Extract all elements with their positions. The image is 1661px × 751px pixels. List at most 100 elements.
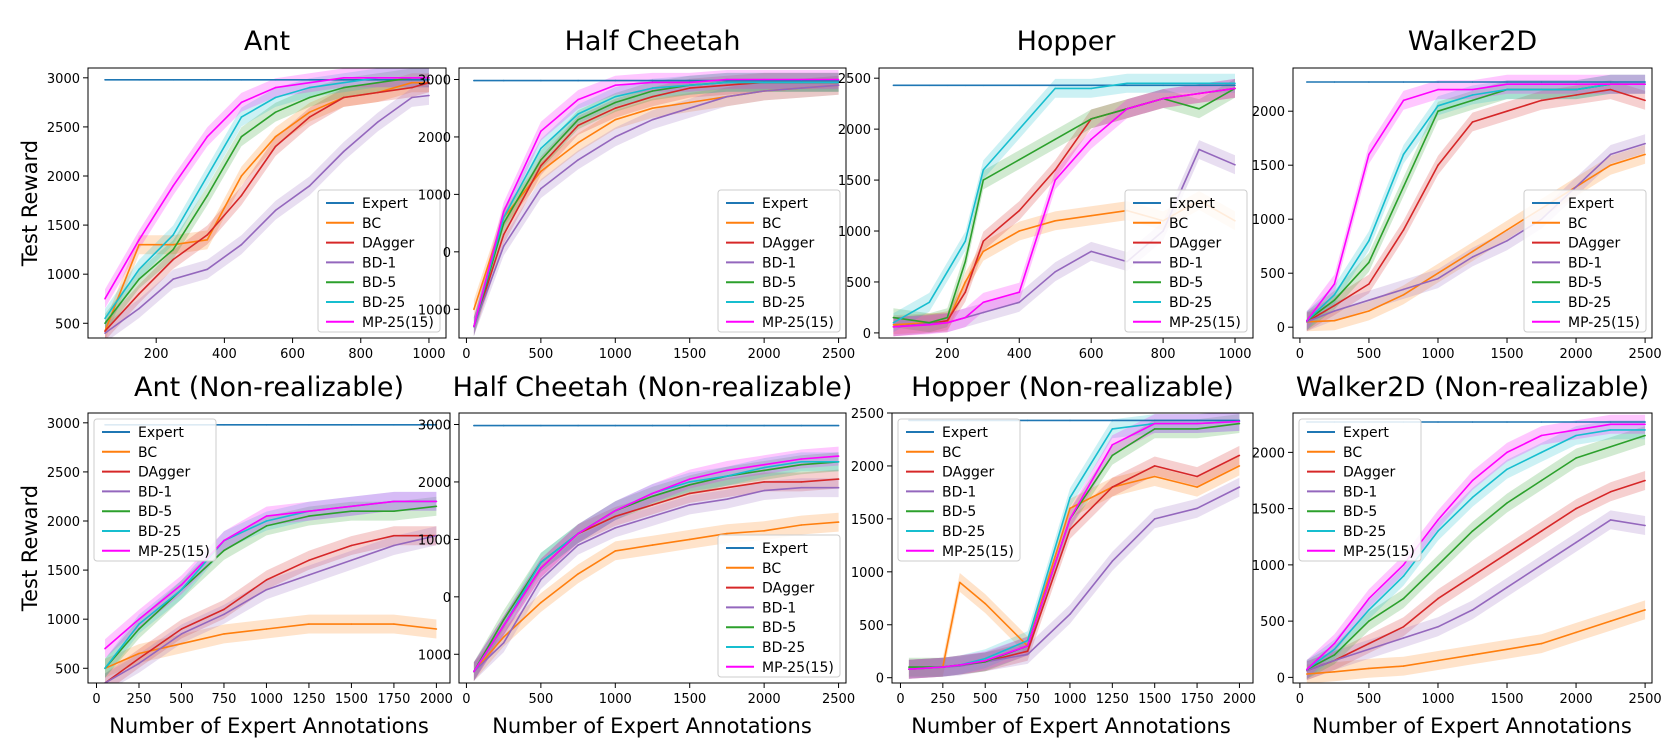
x-tick-label: 800 xyxy=(348,347,373,362)
data-point-bd-1 xyxy=(1198,148,1200,151)
data-point-mp-25-15- xyxy=(651,492,654,495)
data-point-mp-25-15- xyxy=(1644,423,1646,426)
legend-label: BD-25 xyxy=(762,295,805,311)
data-point-mp-25-15- xyxy=(1402,564,1405,566)
data-point-bd-5 xyxy=(928,321,931,324)
x-tick-label: 2000 xyxy=(748,692,781,707)
legend-label: BD-1 xyxy=(1169,255,1203,271)
data-point-bd-25 xyxy=(726,81,728,84)
legend-label: Expert xyxy=(138,425,184,441)
data-point-expert xyxy=(1018,84,1021,87)
y-tick-label: 1000 xyxy=(1252,213,1285,228)
data-point-mp-25-15- xyxy=(540,567,542,569)
data-point-dagger xyxy=(350,544,353,547)
data-point-bd-1 xyxy=(800,486,803,489)
data-point-mp-25-15- xyxy=(435,500,438,503)
data-point-expert xyxy=(763,424,765,427)
x-tick-label: 1750 xyxy=(377,692,410,707)
legend-label: BD-25 xyxy=(942,524,985,540)
legend-label: BD-5 xyxy=(762,275,796,291)
x-tick-label: 600 xyxy=(1079,347,1104,362)
data-point-bc xyxy=(688,538,691,541)
data-point-mp-25-15- xyxy=(908,668,910,670)
data-point-bc xyxy=(1054,220,1056,222)
x-tick-label: 2500 xyxy=(1629,692,1661,707)
legend-label: BD-25 xyxy=(1169,295,1212,311)
data-point-bd-1 xyxy=(1575,186,1577,188)
data-point-bd-5 xyxy=(1090,118,1092,120)
legend-label: BC xyxy=(1169,216,1188,232)
series-line-bd-5 xyxy=(893,87,1236,324)
data-point-bd-25 xyxy=(1126,82,1128,85)
data-point-expert xyxy=(1437,81,1439,83)
data-point-expert xyxy=(1471,81,1474,83)
x-tick-label: 400 xyxy=(1007,347,1032,362)
data-point-bd-1 xyxy=(1471,609,1474,611)
data-point-bc xyxy=(577,141,579,144)
data-point-mp-25-15- xyxy=(206,135,209,138)
data-point-bd-25 xyxy=(577,113,579,115)
x-tick-label: 1500 xyxy=(673,692,706,707)
data-point-bd-1 xyxy=(1333,659,1336,662)
data-point-expert xyxy=(1368,81,1370,83)
data-point-dagger xyxy=(982,240,985,242)
data-point-expert xyxy=(1111,419,1114,422)
y-tick-label: 1000 xyxy=(418,533,451,548)
data-point-bd-1 xyxy=(1402,288,1405,291)
data-point-bc xyxy=(308,111,311,113)
legend-label: MP-25(15) xyxy=(362,315,434,331)
data-point-bd-5 xyxy=(1111,454,1114,457)
data-point-mp-25-15- xyxy=(473,325,475,328)
series-band-bd-25 xyxy=(893,73,1235,333)
plot-area xyxy=(908,413,1241,679)
y-tick-label: 2500 xyxy=(838,72,871,87)
data-point-bc xyxy=(1609,164,1612,166)
data-point-expert xyxy=(502,424,505,427)
data-point-bd-25 xyxy=(1198,82,1200,85)
x-tick-label: 0 xyxy=(462,692,470,707)
data-point-bd-25 xyxy=(1575,434,1577,437)
data-point-dagger xyxy=(223,608,225,611)
data-point-mp-25-15- xyxy=(892,326,895,328)
data-point-mp-25-15- xyxy=(104,647,106,650)
data-point-bd-25 xyxy=(892,321,895,324)
data-point-expert xyxy=(1402,81,1405,83)
data-point-bc xyxy=(1506,648,1508,651)
data-point-bd-5 xyxy=(1540,479,1543,482)
data-point-bc xyxy=(1238,465,1241,467)
y-tick-label: 1500 xyxy=(47,219,80,234)
data-point-bd-1 xyxy=(1153,518,1156,520)
y-tick-label: 2000 xyxy=(851,460,884,475)
data-point-expert xyxy=(1198,84,1200,87)
data-point-mp-25-15- xyxy=(651,81,654,84)
data-point-bd-25 xyxy=(342,81,345,84)
series-band-bd-1 xyxy=(473,75,839,337)
x-tick-label: 1500 xyxy=(335,692,368,707)
y-tick-label: 3000 xyxy=(47,72,80,87)
chart-panel-2: Half Cheetah 0 500 1000 1500 2000 2500 1000 0 100… xyxy=(418,26,855,362)
data-point-mp-25-15- xyxy=(1471,479,1474,482)
legend-box xyxy=(93,418,217,562)
y-tick-label: 1000 xyxy=(418,648,451,663)
data-point-bc xyxy=(964,281,967,283)
data-point-bc xyxy=(837,521,840,523)
data-point-bd-1 xyxy=(1540,564,1543,566)
data-point-mp-25-15- xyxy=(577,98,579,101)
axes-frame xyxy=(87,67,447,339)
data-point-bd-1 xyxy=(206,268,209,271)
data-point-dagger xyxy=(1609,491,1612,493)
data-point-mp-25-15- xyxy=(1198,92,1200,95)
data-point-expert xyxy=(1644,421,1646,423)
data-point-mp-25-15- xyxy=(1575,83,1577,85)
data-point-mp-25-15- xyxy=(274,86,277,89)
series-band-dagger xyxy=(908,445,1240,679)
data-point-bd-25 xyxy=(1368,240,1370,242)
data-point-mp-25-15- xyxy=(502,624,505,627)
data-point-dagger xyxy=(265,579,268,581)
data-point-bd-1 xyxy=(138,307,140,310)
y-tick-label: 2000 xyxy=(47,170,80,185)
data-point-bc xyxy=(892,324,895,326)
data-point-expert xyxy=(1540,81,1543,83)
x-tick-label: 500 xyxy=(1357,692,1382,707)
data-point-dagger xyxy=(1506,110,1508,112)
